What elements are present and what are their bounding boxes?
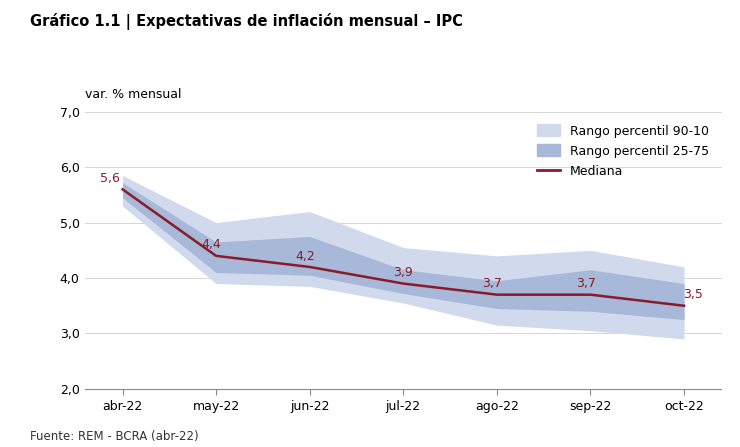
Text: Gráfico 1.1 | Expectativas de inflación mensual – IPC: Gráfico 1.1 | Expectativas de inflación … — [30, 13, 462, 30]
Text: var. % mensual: var. % mensual — [85, 88, 181, 101]
Text: 4,2: 4,2 — [295, 249, 315, 262]
Text: 3,9: 3,9 — [394, 266, 413, 279]
Text: 4,4: 4,4 — [201, 238, 221, 251]
Text: 3,7: 3,7 — [482, 277, 502, 290]
Text: 5,6: 5,6 — [101, 172, 121, 185]
Text: 3,5: 3,5 — [684, 288, 703, 301]
Text: 3,7: 3,7 — [576, 277, 596, 290]
Text: Fuente: REM - BCRA (abr-22): Fuente: REM - BCRA (abr-22) — [30, 430, 198, 443]
Legend: Rango percentil 90-10, Rango percentil 25-75, Mediana: Rango percentil 90-10, Rango percentil 2… — [531, 118, 716, 184]
